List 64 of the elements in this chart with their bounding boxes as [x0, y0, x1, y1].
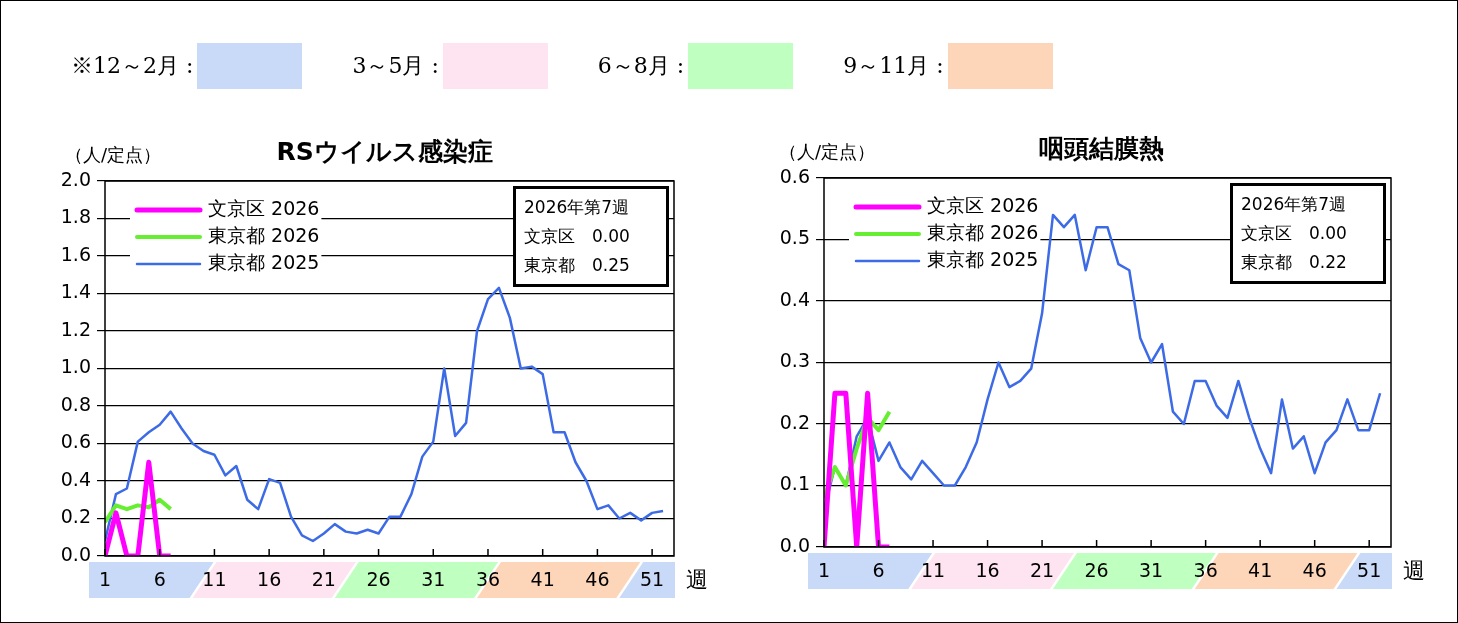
legend-label: 東京都 2025: [208, 250, 320, 273]
y-tick-label: 0.0: [779, 533, 810, 556]
y-axis-title: （人/定点）: [779, 140, 876, 162]
x-tick-label: 31: [1139, 559, 1164, 582]
info-box: 2026年第7週 文京区 0.00 東京都 0.25: [513, 186, 669, 287]
x-tick-label: 1: [817, 559, 831, 582]
y-axis-title: （人/定点）: [65, 143, 162, 165]
x-tick-label: 51: [640, 568, 665, 591]
x-tick-label: 26: [1084, 559, 1109, 582]
info-box: 2026年第7週 文京区 0.00 東京都 0.22: [1230, 183, 1386, 284]
y-tick-label: 0.4: [60, 467, 91, 490]
chart-title: RSウイルス感染症: [276, 136, 493, 166]
legend-label: 東京都 2025: [927, 247, 1039, 270]
legend-label: 東京都 2026: [927, 220, 1039, 243]
annotation: 2026年第7週: [1241, 193, 1348, 216]
y-tick-label: 2.0: [60, 167, 91, 190]
annotation: 2026年第7週: [524, 196, 631, 219]
y-tick-label: 1.8: [60, 205, 91, 228]
x-tick-label: 21: [311, 568, 336, 591]
x-tick-label: 31: [421, 568, 446, 591]
x-axis-title: 週: [1403, 557, 1425, 583]
y-tick-label: 1.2: [60, 317, 91, 340]
y-tick-label: 0.8: [60, 392, 91, 415]
x-axis-title: 週: [686, 566, 708, 592]
y-tick-label: 0.2: [60, 505, 91, 528]
x-tick-label: 41: [1248, 559, 1273, 582]
x-tick-label: 11: [202, 568, 227, 591]
annotation: 文京区 0.00: [524, 225, 631, 248]
text: 9～11月 :: [843, 52, 944, 80]
x-tick-label: 36: [475, 568, 501, 591]
y-tick-label: 0.2: [779, 410, 810, 433]
x-tick-label: 41: [530, 568, 555, 591]
x-tick-label: 6: [872, 559, 885, 582]
legend-label: 東京都 2026: [208, 223, 320, 246]
x-tick-label: 16: [975, 559, 1000, 582]
annotation: 東京都 0.22: [1241, 251, 1348, 274]
y-tick-label: 1.6: [60, 242, 91, 265]
x-tick-label: 36: [1193, 559, 1218, 582]
x-tick-label: 51: [1357, 559, 1382, 582]
legend-label: 文京区 2026: [927, 193, 1039, 216]
annotation: 文京区 0.00: [1241, 222, 1348, 245]
text: 6～8月 :: [597, 52, 685, 80]
x-tick-label: 26: [366, 568, 391, 591]
x-tick-label: 6: [153, 568, 166, 591]
y-tick-label: 0.0: [60, 542, 91, 565]
x-tick-label: 46: [585, 568, 610, 591]
annotation: 東京都 0.25: [524, 254, 631, 277]
x-tick-label: 16: [257, 568, 282, 591]
y-tick-label: 0.3: [779, 349, 810, 372]
y-tick-label: 1.0: [60, 355, 91, 378]
x-tick-label: 11: [920, 559, 946, 582]
y-tick-label: 0.5: [779, 226, 810, 249]
x-tick-label: 1: [98, 568, 112, 591]
x-tick-label: 46: [1302, 559, 1327, 582]
y-tick-label: 1.4: [60, 280, 91, 303]
text: 3～5月 :: [352, 52, 439, 80]
y-tick-label: 0.4: [779, 287, 810, 310]
y-tick-label: 0.1: [779, 472, 810, 495]
x-tick-label: 21: [1029, 559, 1055, 582]
y-tick-label: 0.6: [60, 430, 91, 453]
chart-title: 咽頭結膜熱: [1039, 133, 1164, 163]
y-tick-label: 0.6: [779, 164, 810, 187]
text: ※12～2月 :: [71, 52, 194, 80]
legend-label: 文京区 2026: [208, 196, 320, 219]
